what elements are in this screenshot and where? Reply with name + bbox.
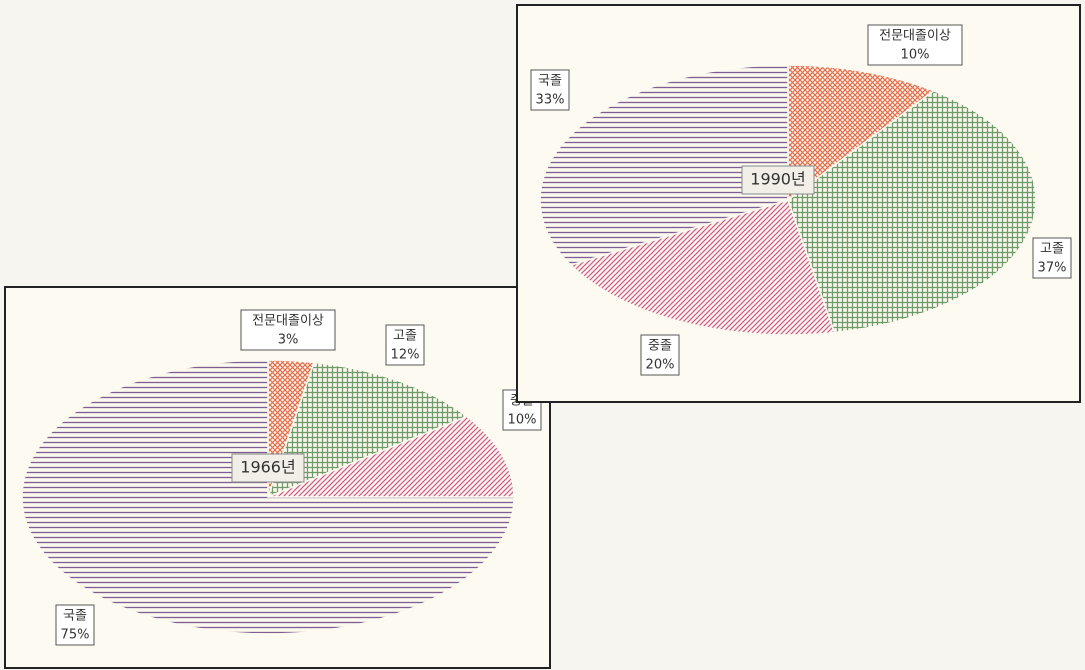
category-label: 전문대졸이상 [252,314,324,329]
value-label: 20% [646,358,675,373]
pie-slice [787,89,1037,334]
value-label: 12% [391,348,420,363]
label-box [240,309,336,351]
year-box [741,165,815,195]
label-box [640,334,680,376]
label-box [385,324,425,366]
pie-slice [787,64,936,202]
pie-slice [267,415,515,498]
pie-slice [21,359,515,635]
pie-slice [539,64,789,266]
category-label: 중졸 [648,339,672,354]
chart-title: 1990년 [750,170,805,189]
value-label: 3% [278,333,299,348]
value-label: 37% [1038,261,1067,276]
pie-slice [266,361,469,499]
value-label: 10% [508,413,537,428]
chart-title: 1966년 [240,458,295,477]
label-box [1032,237,1072,279]
value-label: 10% [901,48,930,63]
category-label: 국졸 [63,609,87,624]
value-label: 33% [536,93,565,108]
category-label: 전문대졸이상 [879,29,951,44]
value-label: 75% [61,628,90,643]
year-box [231,453,305,483]
pie-slice [569,199,836,336]
pie-chart: 전문대졸이상 10% 고졸 37% 중졸 20% 국졸 33% 1990년 [516,4,1081,403]
category-label: 국졸 [538,74,562,89]
label-box [55,604,95,646]
category-label: 고졸 [1040,242,1064,257]
category-label: 고졸 [393,329,417,344]
label-box [530,69,570,111]
label-box [867,24,963,66]
